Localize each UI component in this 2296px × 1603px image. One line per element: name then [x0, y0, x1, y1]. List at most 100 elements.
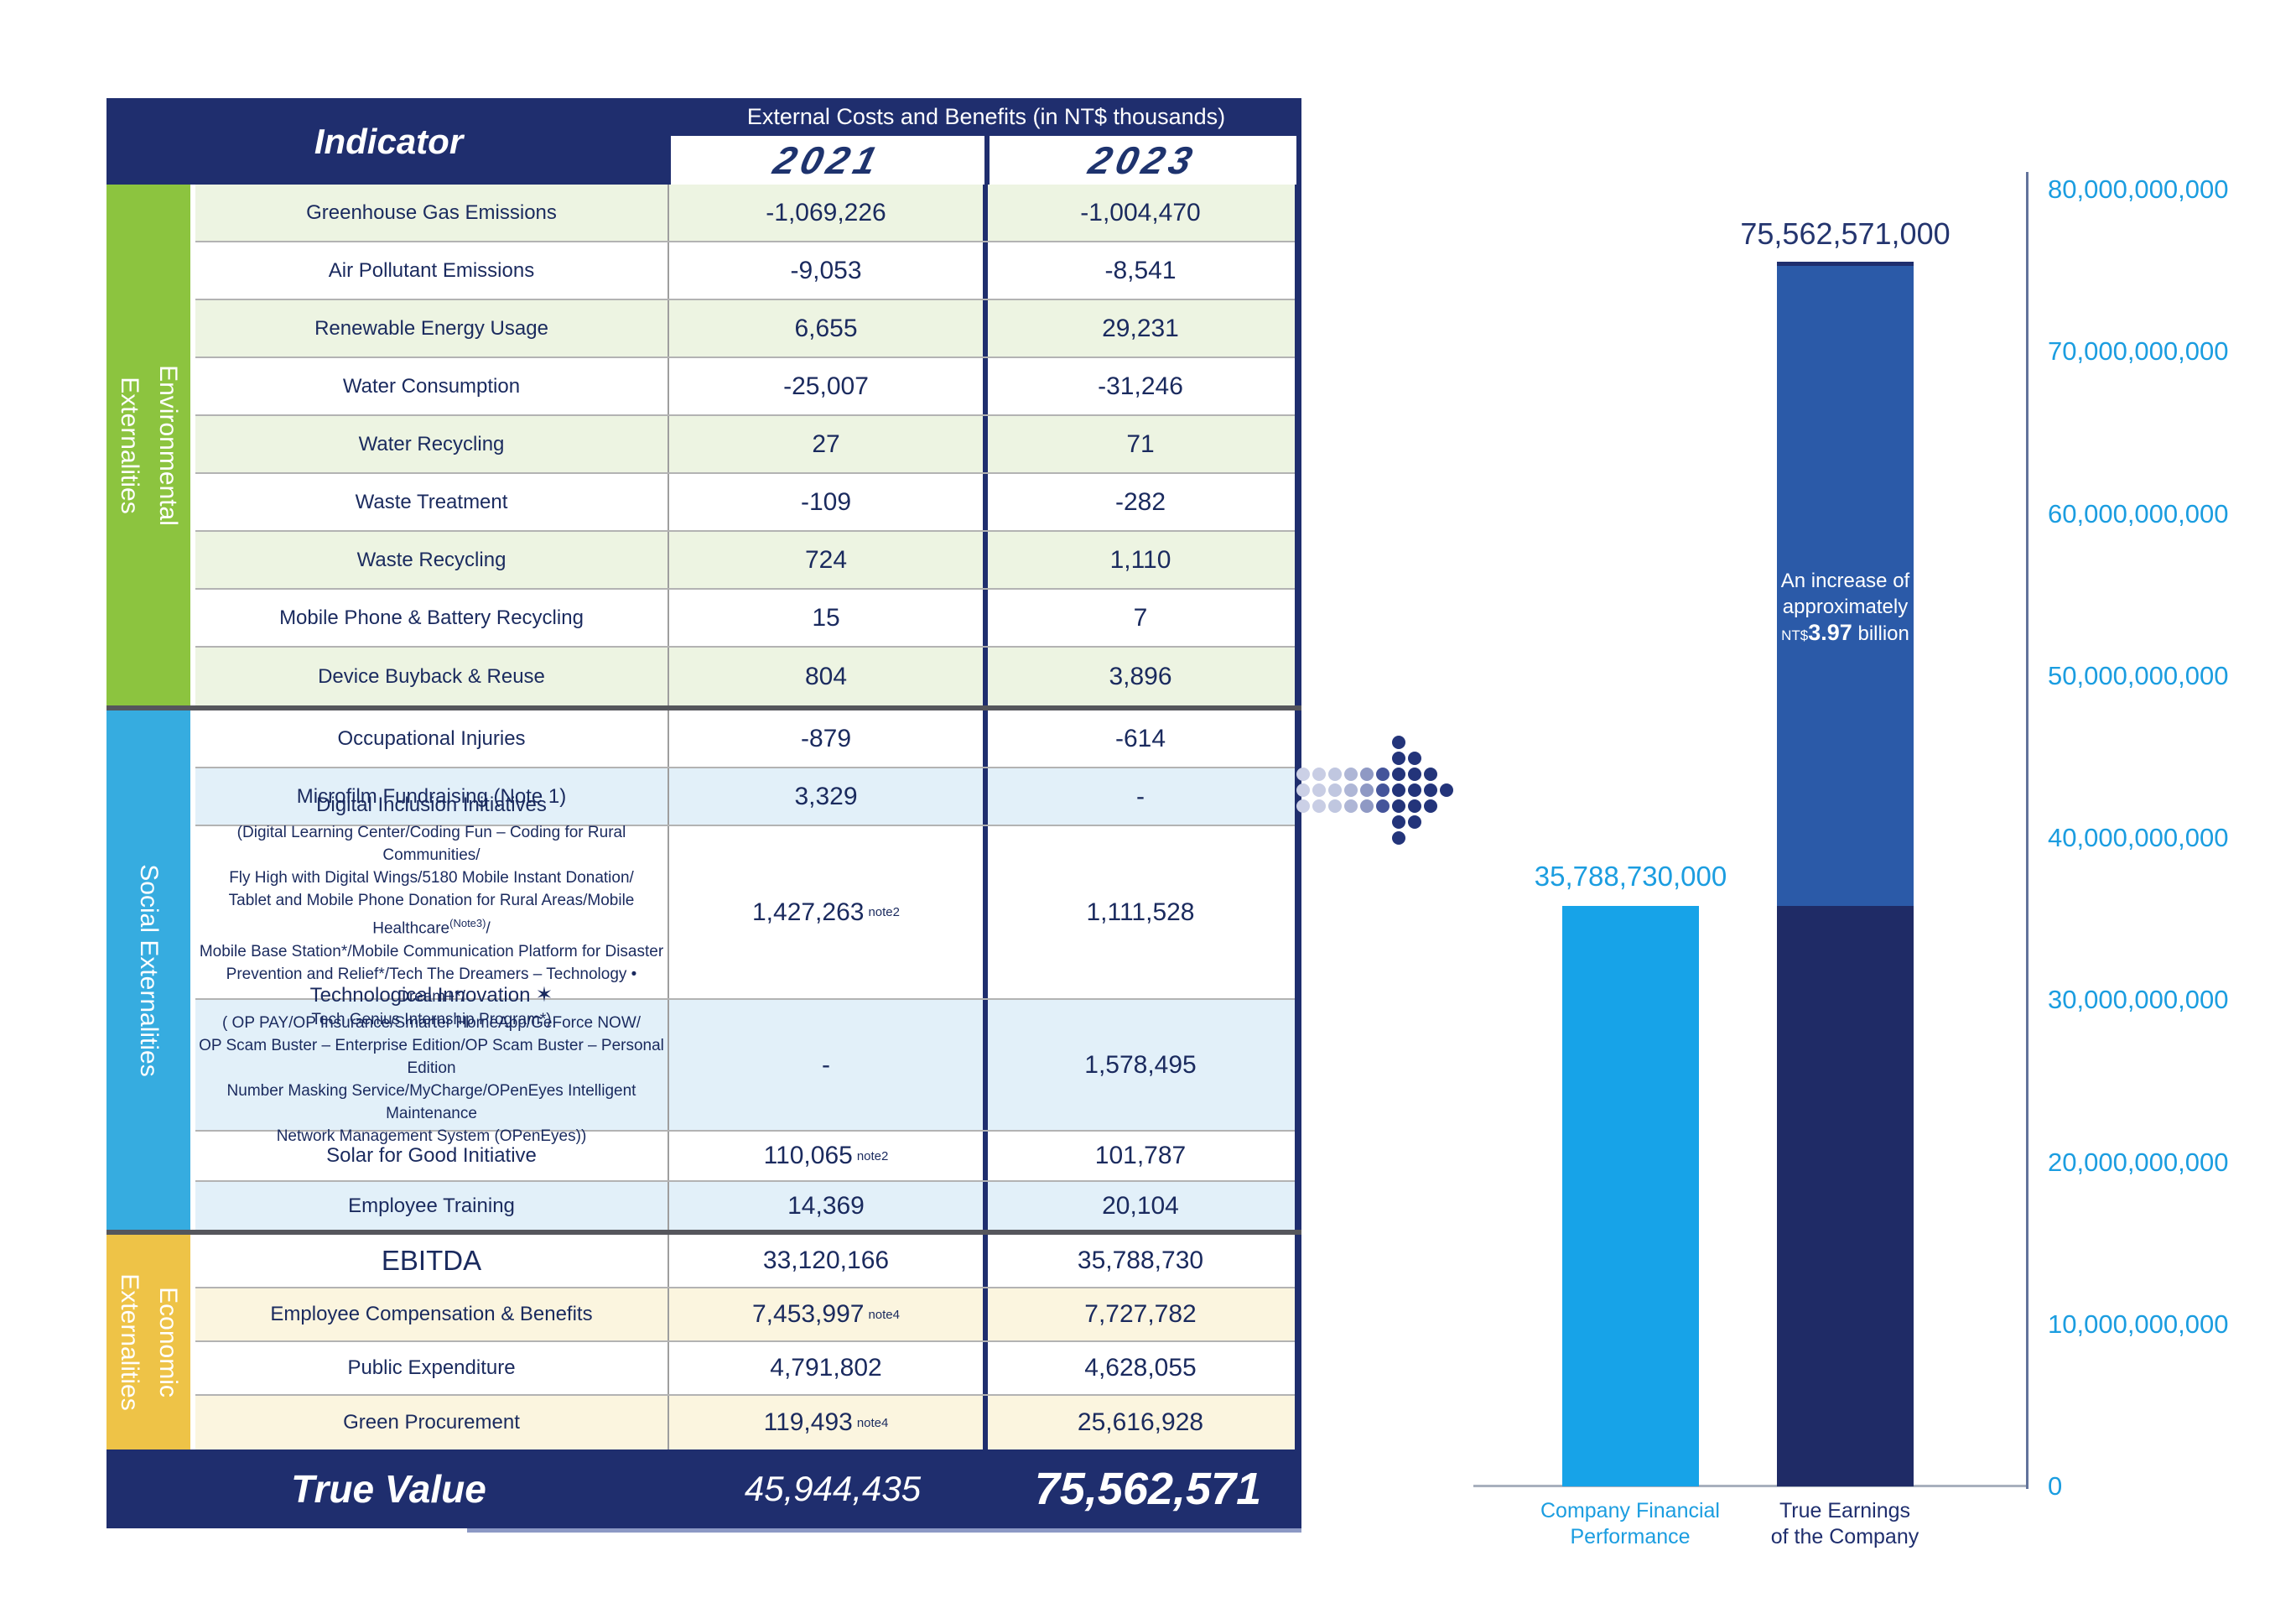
- bar-company-financial-performance: [1562, 906, 1699, 1486]
- social-sidebar: Social Externalities: [106, 710, 190, 1230]
- value-2021: 110,065 note2: [669, 1132, 988, 1180]
- row-label: Digital Inclusion Initiatives (Digital L…: [195, 794, 669, 1028]
- value-2023: 1,111,528: [1086, 898, 1195, 926]
- value-2023: 7,727,782: [1084, 1300, 1197, 1328]
- value-2021: 33,120,166: [669, 1235, 988, 1287]
- table-header: Indicator External Costs and Benefits (i…: [106, 98, 1301, 185]
- bar-data-label: 75,562,571,000: [1740, 216, 1951, 251]
- value-2021: 1,427,263 note2: [669, 826, 988, 998]
- row-label: Employee Compensation & Benefits: [195, 1288, 669, 1340]
- costs-header-zone: External Costs and Benefits (in NT$ thou…: [671, 98, 1301, 185]
- table-row: Water Consumption -25,007 -31,246: [195, 358, 1295, 416]
- value-2023: 35,788,730: [1077, 1246, 1204, 1274]
- costs-title: External Costs and Benefits (in NT$ thou…: [746, 104, 1226, 129]
- row-label: Device Buyback & Reuse: [195, 648, 669, 705]
- table-row: Solar for Good Initiative 110,065 note2 1…: [195, 1132, 1295, 1182]
- table-row: Mobile Phone & Battery Recycling 15 7: [195, 590, 1295, 648]
- table-row: Employee Training 14,369 20,104: [195, 1182, 1295, 1230]
- table-row: Air Pollutant Emissions -9,053 -8,541: [195, 242, 1295, 300]
- value-2021: 14,369: [669, 1182, 988, 1230]
- value-2021: -25,007: [669, 358, 988, 414]
- value-2023: -31,246: [1098, 372, 1183, 400]
- row-label: EBITDA: [195, 1235, 669, 1287]
- section-divider: [106, 1230, 1301, 1235]
- row-description-line: Tablet and Mobile Phone Donation for Rur…: [228, 892, 635, 938]
- row-label: Occupational Injuries: [195, 710, 669, 767]
- social-rows: Occupational Injuries -879 -614 Microfil…: [195, 710, 1301, 1230]
- y-axis-tick-label: 70,000,000,000: [2048, 336, 2229, 367]
- note-superscript: (Note3): [449, 917, 486, 930]
- environmental-rows: Greenhouse Gas Emissions -1,069,226 -1,0…: [195, 185, 1301, 705]
- note-superscript: note2: [856, 1148, 889, 1163]
- value-2021: -: [669, 1000, 988, 1130]
- table-row: Occupational Injuries -879 -614: [195, 710, 1295, 768]
- value-2021: 27: [669, 416, 988, 472]
- y-axis-tick-label: 60,000,000,000: [2048, 498, 2229, 528]
- bar-true-earnings-of-the-company: An increase of approximately NT$3.97 billi…: [1777, 261, 1914, 1486]
- row-label: Water Consumption: [195, 358, 669, 414]
- y-axis-tick-label: 30,000,000,000: [2048, 985, 2229, 1015]
- economic-sidebar: Economic Externalities: [106, 1235, 190, 1449]
- row-label: Waste Recycling: [195, 532, 669, 588]
- true-value-2023: 75,562,571: [1034, 1464, 1262, 1514]
- externalities-table: Indicator External Costs and Benefits (i…: [106, 98, 1301, 1533]
- value-2021: -9,053: [669, 242, 988, 299]
- year-2023-header: 2023: [990, 136, 1296, 185]
- footer-edge-highlight: [467, 1528, 1301, 1533]
- value-2023: 1,578,495: [1084, 1050, 1197, 1079]
- value-2023: -282: [1114, 487, 1166, 516]
- social-sidebar-label: Social Externalities: [129, 864, 168, 1076]
- row-description-line: Network Management System (OPenEyes)): [276, 1127, 587, 1145]
- dotted-right-arrow-icon: [1296, 736, 1464, 845]
- value-2021: 804: [669, 648, 988, 705]
- x-axis-label-true-earnings: True Earnings of the Company: [1770, 1499, 1919, 1548]
- row-label: Mobile Phone & Battery Recycling: [195, 590, 669, 646]
- table-row: Waste Recycling 724 1,110: [195, 532, 1295, 590]
- value-2021: 3,329: [669, 768, 988, 825]
- table-row: Greenhouse Gas Emissions -1,069,226 -1,0…: [195, 185, 1295, 242]
- section-environmental: Environmental Externalities Greenhouse G…: [106, 185, 1301, 705]
- value-2023: -8,541: [1104, 256, 1177, 284]
- year-2021-header: 2021: [671, 136, 990, 185]
- row-label: Waste Treatment: [195, 474, 669, 530]
- value-2023: 4,628,055: [1084, 1354, 1197, 1382]
- sidebar-line: Externalities: [116, 376, 143, 514]
- y-axis-tick-label: 80,000,000,000: [2048, 174, 2229, 204]
- true-value-2021: 45,944,435: [744, 1469, 922, 1508]
- value-2023: 20,104: [1102, 1191, 1179, 1220]
- bar-segment-financial-performance-portion: [1777, 906, 1914, 1486]
- row-description-line: ( OP PAY/OP Insurance/Smarter HomeApp/Ge…: [221, 1014, 642, 1032]
- table-row: Green Procurement 119,493 note4 25,616,92…: [195, 1396, 1295, 1449]
- table-row: Digital Inclusion Initiatives (Digital L…: [195, 794, 1295, 1028]
- note-superscript: note4: [856, 1415, 889, 1430]
- value-2021: 119,493 note4: [669, 1396, 988, 1449]
- note-superscript: note2: [868, 905, 900, 919]
- value-2023: -: [1136, 782, 1145, 810]
- sidebar-line: Environmental: [154, 364, 182, 526]
- economic-rows: EBITDA 33,120,166 35,788,730 Employee Co…: [195, 1235, 1301, 1449]
- y-axis-tick-label: 40,000,000,000: [2048, 823, 2229, 852]
- value-2021: 15: [669, 590, 988, 646]
- year-header-row: 2021 2023: [671, 136, 1301, 185]
- y-axis-tick-label: 0: [2048, 1471, 2063, 1501]
- row-description-line: OP Scam Buster – Enterprise Edition/OP S…: [199, 1037, 664, 1077]
- value-2021: -109: [669, 474, 988, 530]
- value-2021: 4,791,802: [669, 1342, 988, 1394]
- year-2021-label: 2021: [769, 138, 886, 182]
- table-row: Water Recycling 27 71: [195, 416, 1295, 474]
- bar-segment-externalities-increase: An increase of approximately NT$3.97 billi…: [1777, 261, 1914, 907]
- environmental-sidebar: Environmental Externalities: [106, 185, 190, 705]
- row-label: Solar for Good Initiative: [195, 1132, 669, 1180]
- increase-annotation: An increase of approximately NT$3.97 billi…: [1780, 569, 1910, 645]
- row-description-line: Number Masking Service/MyCharge/OPenEyes…: [226, 1082, 636, 1122]
- row-description-line: Mobile Base Station*/Mobile Communicatio…: [199, 942, 664, 960]
- row-label: Public Expenditure: [195, 1342, 669, 1394]
- indicator-header-cell: Indicator: [106, 98, 671, 185]
- row-label: Greenhouse Gas Emissions: [195, 185, 669, 241]
- table-row: Device Buyback & Reuse 804 3,896: [195, 648, 1295, 705]
- y-axis-line: [2026, 172, 2028, 1489]
- value-2023: 29,231: [1102, 314, 1179, 342]
- value-2021: -879: [669, 710, 988, 767]
- value-2021: 7,453,997 note4: [669, 1288, 988, 1340]
